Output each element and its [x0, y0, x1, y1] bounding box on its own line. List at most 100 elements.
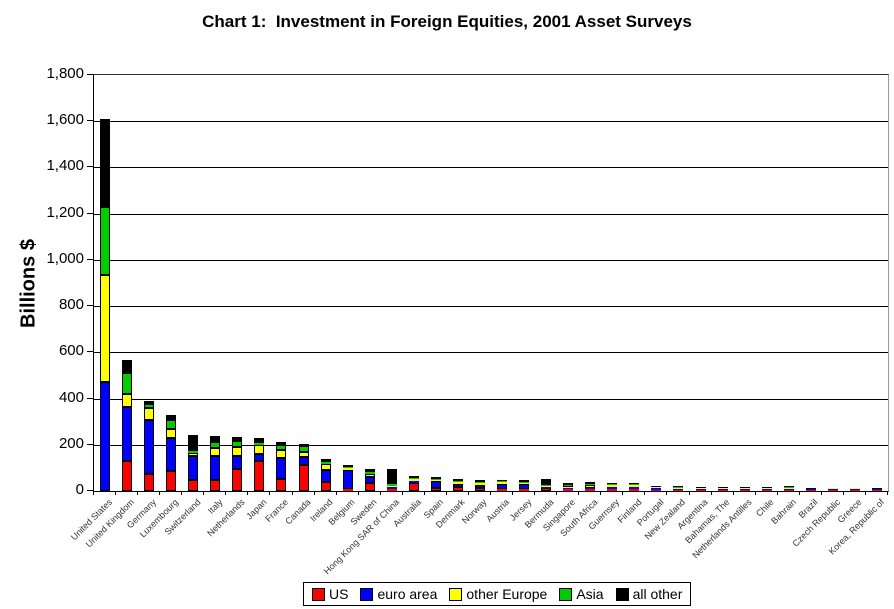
- bar-segment-euro-area: [144, 420, 155, 474]
- bar-segment-euro-area: [805, 489, 816, 490]
- bar-segment-euro-area: [607, 487, 618, 489]
- bar-segment-us: [805, 490, 816, 491]
- legend-item-all-other: all other: [615, 586, 682, 602]
- bar-segment-all-other: [100, 119, 111, 207]
- bar-segment-other-europe: [673, 488, 684, 489]
- bar-segment-all-other: [607, 483, 618, 484]
- bar-segment-asia: [607, 484, 618, 485]
- bar-segment-other-europe: [849, 488, 860, 489]
- bar-segment-other-europe: [497, 482, 508, 484]
- bar-norway: [474, 480, 485, 491]
- x-tick-label: Australia: [391, 497, 423, 529]
- bar-segment-all-other: [695, 487, 706, 488]
- bar-segment-all-other: [166, 415, 177, 420]
- bar-segment-all-other: [210, 436, 221, 442]
- bar-segment-other-europe: [166, 429, 177, 438]
- bar-segment-us: [188, 480, 199, 491]
- bar-segment-us: [651, 490, 662, 491]
- bar-segment-asia: [408, 478, 419, 479]
- bar-segment-euro-area: [827, 489, 838, 490]
- bar-segment-other-europe: [717, 488, 728, 489]
- bar-segment-euro-area: [232, 456, 243, 469]
- x-tick-label: Netherlands Antilles: [690, 497, 754, 561]
- legend: US euro area other Europe Asia all other: [303, 582, 692, 606]
- bar-segment-all-other: [519, 480, 530, 482]
- bar-segment-all-other: [408, 476, 419, 478]
- legend-item-us: US: [312, 586, 348, 602]
- bar-segment-euro-area: [563, 488, 574, 489]
- bar-segment-us: [563, 489, 574, 491]
- bar-segment-other-europe: [254, 445, 265, 454]
- gridline: [94, 213, 888, 215]
- bar-netherlands-antilles: [739, 487, 750, 491]
- bar-segment-euro-area: [739, 489, 750, 490]
- bar-segment-all-other: [232, 437, 243, 441]
- bar-portugal: [651, 486, 662, 491]
- bar-ireland: [320, 459, 331, 491]
- bar-segment-euro-area: [849, 489, 860, 490]
- bar-segment-asia: [166, 420, 177, 429]
- bar-segment-other-europe: [298, 452, 309, 457]
- bar-south-africa: [585, 482, 596, 491]
- bar-segment-euro-area: [100, 382, 111, 491]
- bar-segment-all-other: [122, 360, 133, 373]
- y-tick-label: 0: [75, 481, 84, 498]
- bar-segment-us: [629, 489, 640, 491]
- bar-bahamas-the: [717, 487, 728, 491]
- bar-finland: [629, 483, 640, 491]
- bar-segment-euro-area: [871, 489, 882, 490]
- bar-segment-other-europe: [563, 487, 574, 488]
- x-tick-label: Czech Republic: [790, 497, 842, 549]
- bar-segment-asia: [342, 467, 353, 468]
- bar-segment-euro-area: [166, 438, 177, 471]
- x-tick-label: Germany: [124, 497, 159, 531]
- bar-segment-other-europe: [739, 488, 750, 489]
- bar-segment-euro-area: [474, 485, 485, 488]
- x-tick-label: Singapore: [541, 497, 578, 534]
- bar-segment-us: [122, 461, 133, 491]
- x-tick-label: Greece: [836, 497, 864, 525]
- bar-denmark: [452, 479, 463, 491]
- bar-segment-euro-area: [497, 484, 508, 489]
- bar-segment-other-europe: [232, 447, 243, 456]
- bar-segment-us: [541, 488, 552, 491]
- x-tick-label: Sweden: [348, 497, 379, 528]
- x-tick-label: Norway: [460, 497, 490, 526]
- bar-segment-asia: [188, 451, 199, 453]
- bar-segment-us: [364, 483, 375, 491]
- bar-segment-us: [408, 483, 419, 491]
- legend-swatch: [360, 587, 374, 601]
- bar-australia: [408, 476, 419, 491]
- bar-segment-other-europe: [320, 464, 331, 470]
- bar-new-zealand: [673, 486, 684, 491]
- bar-segment-all-other: [673, 486, 684, 487]
- bar-segment-other-europe: [408, 479, 419, 481]
- bar-segment-euro-area: [519, 484, 530, 489]
- bar-segment-asia: [276, 445, 287, 450]
- x-tick-label: Switzerland: [162, 497, 203, 537]
- bar-singapore: [563, 483, 574, 491]
- bar-segment-us: [497, 489, 508, 491]
- bar-segment-euro-area: [188, 456, 199, 480]
- bar-segment-us: [739, 490, 750, 491]
- y-tick-label: 1,800: [46, 65, 84, 82]
- bar-segment-all-other: [144, 401, 155, 404]
- gridline: [94, 444, 888, 446]
- bar-segment-euro-area: [298, 457, 309, 465]
- legend-label: euro area: [377, 586, 438, 602]
- bar-segment-asia: [232, 441, 243, 447]
- bar-jersey: [519, 480, 530, 491]
- gridline: [94, 306, 888, 308]
- bar-segment-euro-area: [386, 487, 397, 489]
- bar-segment-all-other: [342, 465, 353, 467]
- bar-segment-us: [761, 490, 772, 491]
- bar-segment-us: [474, 488, 485, 491]
- bar-segment-euro-area: [452, 484, 463, 487]
- bar-hong-kong-sar-of-china: [386, 469, 397, 491]
- bar-czech-republic: [827, 488, 838, 491]
- legend-item-asia: Asia: [559, 586, 604, 602]
- bar-chile: [761, 487, 772, 491]
- bar-segment-other-europe: [342, 468, 353, 470]
- bar-segment-euro-area: [320, 470, 331, 482]
- bar-luxembourg: [166, 415, 177, 491]
